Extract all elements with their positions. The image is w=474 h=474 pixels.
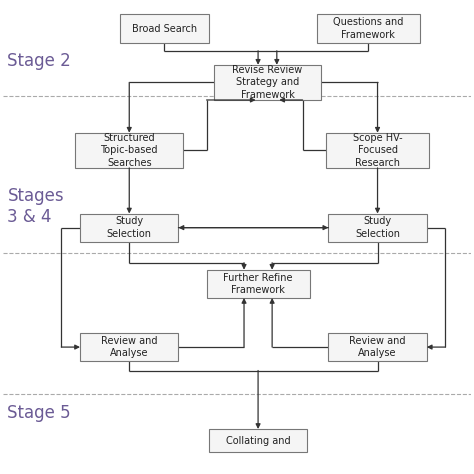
FancyBboxPatch shape: [328, 214, 427, 242]
FancyBboxPatch shape: [214, 65, 321, 100]
FancyBboxPatch shape: [326, 133, 429, 168]
FancyBboxPatch shape: [80, 214, 178, 242]
FancyBboxPatch shape: [80, 333, 178, 361]
FancyBboxPatch shape: [209, 429, 307, 453]
FancyBboxPatch shape: [120, 15, 209, 43]
Text: Stages
3 & 4: Stages 3 & 4: [8, 187, 64, 226]
Text: Further Refine
Framework: Further Refine Framework: [223, 273, 293, 295]
FancyBboxPatch shape: [75, 133, 183, 168]
FancyBboxPatch shape: [328, 333, 427, 361]
Text: Revise Review
Strategy and
Framework: Revise Review Strategy and Framework: [232, 65, 302, 100]
Text: Collating and: Collating and: [226, 436, 291, 446]
Text: Questions and
Framework: Questions and Framework: [333, 18, 403, 40]
Text: Stage 5: Stage 5: [8, 404, 71, 422]
Text: Scope HV-
Focused
Research: Scope HV- Focused Research: [353, 133, 402, 168]
Text: Stage 2: Stage 2: [8, 52, 71, 70]
Text: Broad Search: Broad Search: [132, 24, 197, 34]
FancyBboxPatch shape: [207, 270, 310, 298]
Text: Review and
Analyse: Review and Analyse: [101, 336, 157, 358]
Text: Study
Selection: Study Selection: [107, 217, 152, 239]
Text: Structured
Topic-based
Searches: Structured Topic-based Searches: [100, 133, 158, 168]
Text: Study
Selection: Study Selection: [355, 217, 400, 239]
FancyBboxPatch shape: [317, 15, 419, 43]
Text: Review and
Analyse: Review and Analyse: [349, 336, 406, 358]
